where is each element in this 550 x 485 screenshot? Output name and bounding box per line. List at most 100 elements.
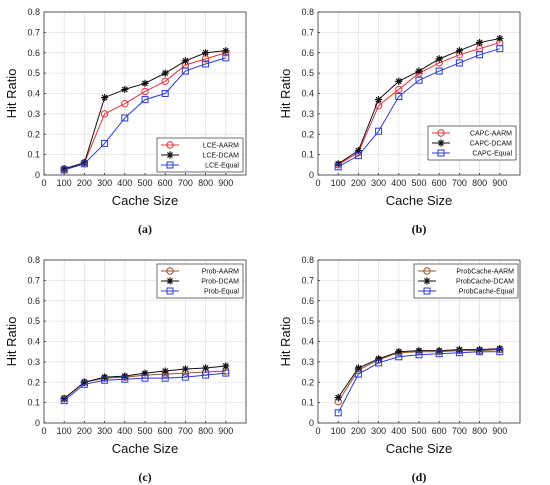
series-LCE-DCAM (60, 47, 230, 173)
legend: Prob-AARM Prob-DCAM Prob-Equal (156, 263, 244, 299)
x-tick-label: 600 (432, 178, 447, 188)
y-axis-label: Hit Ratio (278, 317, 293, 367)
y-tick-label: 0.1 (301, 150, 314, 160)
data-point (100, 110, 109, 118)
y-tick-label: 0.7 (27, 27, 40, 37)
legend-entry: Prob-DCAM (201, 279, 239, 286)
legend: CAPC-AARM CAPC-DCAM CAPC-Equal (427, 125, 517, 161)
y-tick-label: 0 (35, 418, 40, 428)
legend-swatch-marker (166, 277, 174, 285)
y-axis-label: Hit Ratio (4, 317, 19, 367)
y-tick-label: 0.3 (27, 357, 40, 367)
x-tick-label: 300 (97, 426, 112, 436)
data-point (375, 359, 383, 367)
data-point (476, 348, 484, 356)
legend-swatch-marker (437, 139, 445, 147)
legend-entry: ProbCache-Equal (459, 289, 515, 296)
data-point (415, 76, 423, 84)
data-point (222, 47, 230, 55)
legend: LCE-AARM LCE-DCAM LCE-Equal (156, 137, 244, 173)
x-tick-label: 0 (41, 426, 46, 436)
series-line (337, 48, 500, 168)
y-tick-label: 0.7 (27, 275, 40, 285)
x-tick-label: 800 (472, 426, 487, 436)
data-point (141, 87, 149, 96)
x-tick-label: 500 (137, 178, 152, 188)
data-point (202, 371, 210, 379)
data-point (354, 370, 362, 378)
legend-entry: Prob-AARM (202, 269, 240, 276)
series-line (64, 57, 226, 171)
data-point (161, 69, 169, 77)
data-point (395, 353, 403, 361)
x-tick-label: 700 (178, 426, 193, 436)
legend-entry: LCE-DCAM (202, 153, 239, 160)
series-line (64, 52, 226, 170)
data-point (60, 397, 68, 405)
legend-swatch-marker (166, 151, 174, 159)
legend-entry: LCE-AARM (203, 143, 239, 150)
series-ProbCache-DCAM (334, 345, 504, 402)
data-point (202, 49, 210, 57)
data-point (395, 93, 403, 101)
x-tick-label: 400 (117, 178, 132, 188)
legend-entry: LCE-Equal (205, 163, 239, 170)
data-point (395, 77, 403, 85)
data-point (161, 90, 169, 97)
legend-swatch-marker (166, 141, 174, 149)
x-tick-label: 500 (137, 426, 152, 436)
data-point (141, 96, 149, 104)
legend-box (156, 263, 244, 299)
x-tick-label: 700 (452, 426, 467, 436)
data-point (375, 127, 383, 135)
x-tick-label: 900 (218, 178, 233, 188)
chart-panel-4: 0 100 200 300 400 500 600 700 800 900 0 0.1 0.2 0.3 0.… (278, 255, 521, 484)
y-tick-label: 0.8 (27, 7, 40, 17)
data-point (415, 351, 423, 359)
legend-swatch-marker (437, 149, 445, 157)
x-tick-label: 900 (492, 178, 507, 188)
x-axis-label: Cache Size (112, 441, 178, 456)
x-tick-label: 500 (411, 426, 426, 436)
data-point (181, 57, 189, 65)
y-tick-label: 0.8 (301, 7, 314, 17)
y-tick-label: 0.2 (27, 129, 40, 139)
panel-label: (b) (412, 222, 427, 236)
x-tick-label: 100 (57, 178, 72, 188)
data-point (201, 364, 210, 372)
legend-swatch-marker (423, 287, 431, 295)
chart-panel-2: 0 100 200 300 400 500 600 700 800 900 0 0.1 0.2 0.3 0.… (278, 7, 521, 236)
x-tick-label: 400 (117, 426, 132, 436)
y-tick-label: 0.6 (27, 48, 40, 58)
x-axis-label: Cache Size (112, 193, 178, 208)
data-point (455, 47, 464, 55)
x-tick-label: 600 (432, 426, 447, 436)
data-point (101, 139, 109, 147)
y-tick-label: 0.1 (27, 150, 40, 160)
data-point (202, 60, 210, 68)
x-tick-label: 200 (77, 178, 92, 188)
x-tick-label: 0 (315, 426, 320, 436)
data-point (141, 79, 149, 87)
data-point (395, 85, 403, 94)
data-point (80, 160, 88, 168)
y-tick-label: 0.4 (27, 337, 40, 347)
y-tick-label: 0.7 (301, 275, 314, 285)
y-tick-label: 0.3 (301, 109, 314, 119)
data-point (222, 362, 230, 370)
data-point (435, 350, 443, 358)
data-point (121, 114, 129, 122)
data-point (101, 376, 109, 384)
data-point (334, 409, 342, 417)
series-line (337, 351, 500, 414)
x-tick-label: 200 (351, 426, 366, 436)
y-tick-label: 0.4 (301, 89, 314, 99)
legend-entry: CAPC-Equal (472, 151, 512, 158)
data-point (121, 375, 129, 383)
x-tick-label: 400 (391, 426, 406, 436)
x-axis-label: Cache Size (386, 193, 452, 208)
data-point (334, 163, 342, 171)
series-Prob-Equal (60, 369, 230, 405)
legend-swatch-marker (166, 287, 174, 295)
y-tick-label: 0 (309, 418, 314, 428)
